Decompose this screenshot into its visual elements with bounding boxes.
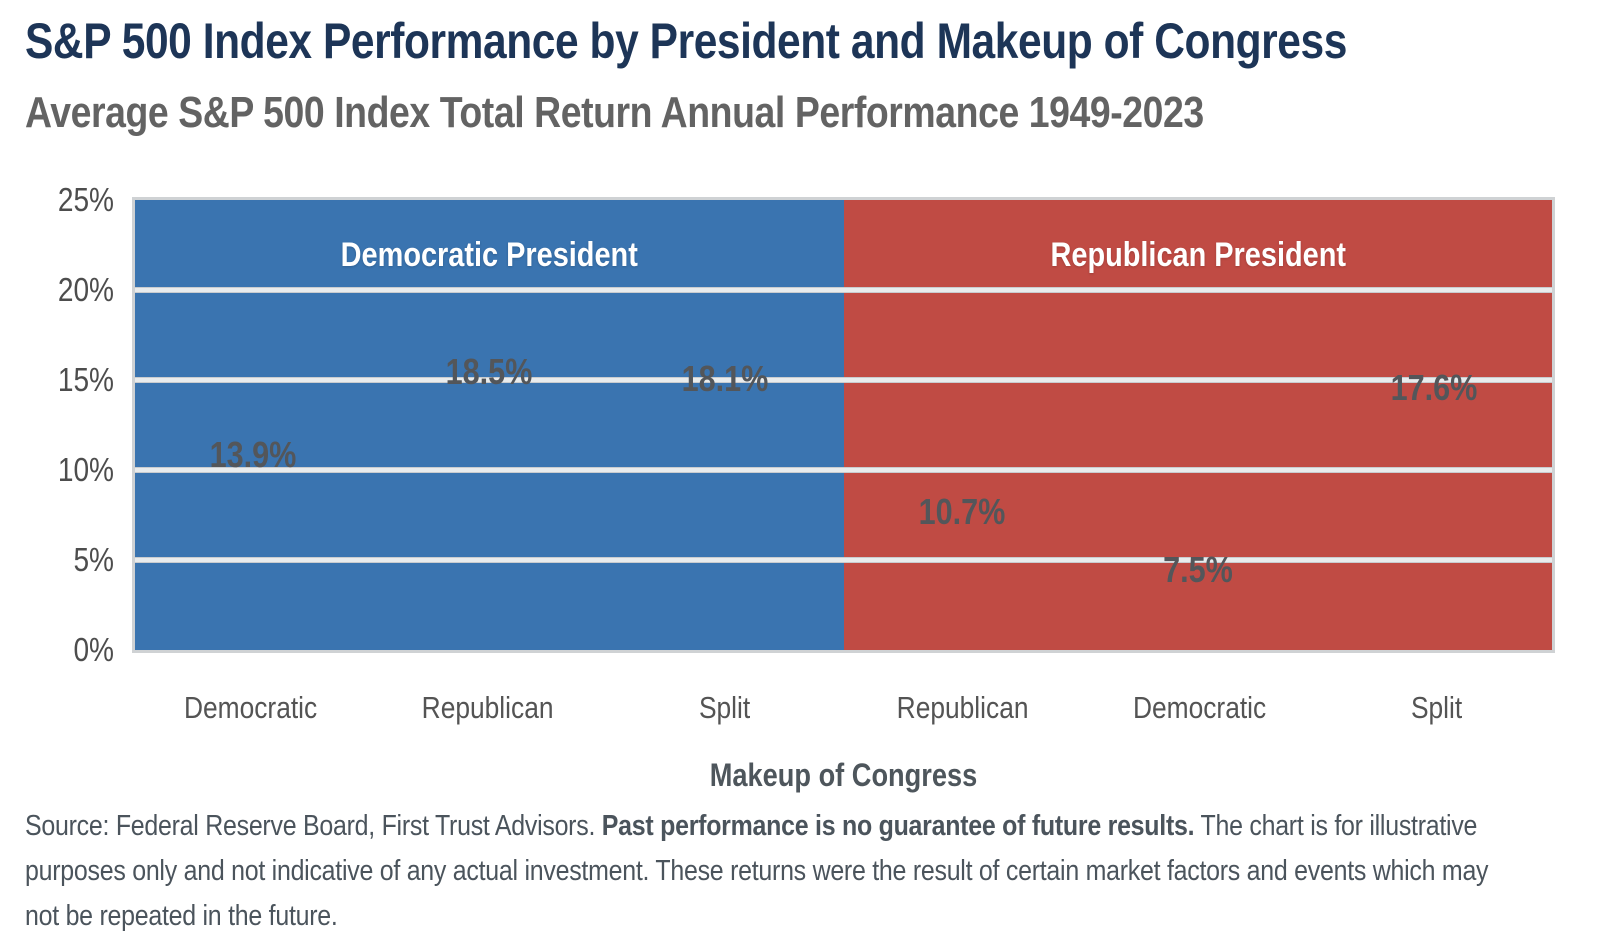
x-axis-title: Makeup of Congress (709, 757, 978, 793)
y-tick-label: 10% (57, 451, 114, 488)
gridline-20pct (135, 288, 1552, 292)
group-header-republican-president: Republican President (1049, 236, 1346, 274)
x-tick-label: Republican (896, 690, 1029, 725)
y-tick-label: 25% (57, 181, 114, 218)
value-label: 13.9% (209, 433, 297, 475)
region-democratic-president: Democratic President (135, 200, 844, 650)
y-tick-label: 5% (73, 541, 114, 578)
value-label: 18.5% (445, 351, 533, 392)
x-tick-label: Democratic (1132, 690, 1266, 725)
y-axis: 0% 5% 10% 15% 20% 25% (0, 181, 114, 668)
region-republican-president: Republican President (843, 200, 1552, 650)
gridline-10pct (135, 468, 1552, 472)
x-axis-labels: Democratic Republican Split Republican Democ… (132, 688, 1555, 728)
x-tick-label: Split (699, 690, 751, 725)
value-label: 17.6% (1390, 367, 1478, 409)
x-tick-label: Democratic (183, 690, 318, 725)
footnote: Source: Federal Reserve Board, First Tru… (25, 804, 1489, 939)
footnote-line-1: Source: Federal Reserve Board, First Tru… (25, 804, 1488, 849)
x-tick-label: Republican (421, 690, 554, 725)
x-tick-label: Split (1410, 690, 1463, 725)
value-label: 18.1% (682, 358, 769, 400)
page-title-text: S&P 500 Index Performance by President a… (25, 13, 1347, 69)
gridline-5pct (135, 558, 1552, 562)
y-tick-label: 0% (73, 631, 114, 668)
footnote-source-text: Source: Federal Reserve Board, First Tru… (25, 810, 602, 842)
group-header-democratic-president: Democratic President (340, 236, 638, 274)
footnote-line-2: purposes only and not indicative of any … (25, 855, 1489, 887)
gridline-15pct (135, 378, 1552, 382)
page-subtitle-text: Average S&P 500 Index Total Return Annua… (25, 88, 1204, 137)
value-label: 7.5% (1162, 549, 1233, 590)
footnote-disclaimer-bold: Past performance is no guarantee of futu… (601, 810, 1195, 842)
footnote-line-3: not be repeated in the future. (25, 900, 338, 932)
value-label: 10.7% (918, 491, 1005, 533)
y-tick-label: 15% (57, 361, 114, 398)
y-tick-label: 20% (57, 271, 114, 308)
footnote-line1-tail: The chart is for illustrative (1194, 810, 1478, 842)
plot-area: Democratic President Republican President… (132, 197, 1555, 653)
